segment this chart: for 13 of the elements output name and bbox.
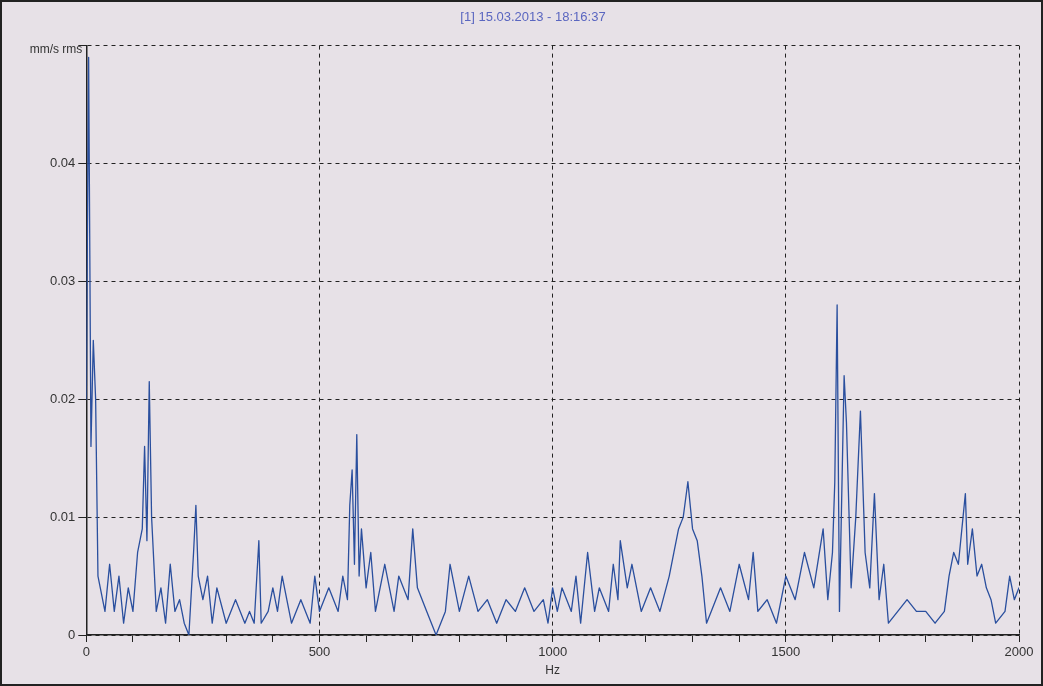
y-tick-label: 0.03	[49, 272, 76, 288]
y-tick-label: 0.02	[49, 390, 76, 406]
y-tick-label: 0	[68, 626, 76, 642]
y-tick-label: 0.04	[49, 155, 76, 171]
x-tick-label: 1000	[538, 644, 568, 660]
x-tick-label: 2000	[1004, 644, 1034, 660]
chart-title: [1] 15.03.2013 - 18:16:37	[460, 9, 606, 25]
y-axis-title: mm/s rms	[29, 41, 83, 56]
x-tick-label: 0	[82, 644, 90, 660]
x-axis-title: Hz	[545, 663, 560, 678]
y-tick-label: 0.01	[49, 508, 76, 524]
x-tick-label: 500	[308, 644, 331, 660]
x-tick-label: 1500	[771, 644, 801, 660]
